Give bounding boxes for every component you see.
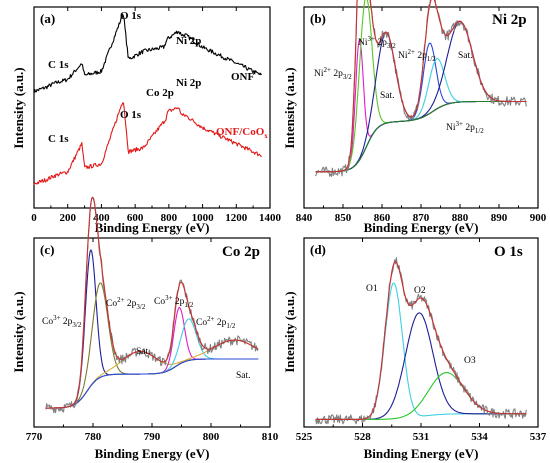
panel-c-tag: (c) xyxy=(40,242,54,257)
x-tick-label: 0 xyxy=(31,212,37,224)
panel-b-xlabel: Binding Energy (eV) xyxy=(364,220,479,235)
x-tick-label: 1000 xyxy=(192,212,215,224)
peak-annotation: Ni3+ 2p1/2 xyxy=(446,120,484,135)
x-tick-label: 600 xyxy=(127,212,144,224)
panel-c-frame xyxy=(33,237,271,428)
x-tick-label: 537 xyxy=(530,431,547,443)
measured-spectrum xyxy=(315,257,527,425)
peak-annotation: Co3+ 2p1/2 xyxy=(154,294,194,309)
panel-b-frame xyxy=(303,6,539,209)
panel-a-frame xyxy=(33,6,271,209)
x-tick-label: 400 xyxy=(93,212,110,224)
peak-annotation: O1 xyxy=(366,284,378,294)
peak-annotation: Co2+ 2p3/2 xyxy=(106,296,146,311)
x-tick-label: 1200 xyxy=(225,212,248,224)
panel-a-tag: (a) xyxy=(40,11,55,26)
x-tick-label: 890 xyxy=(491,212,508,224)
x-tick-label: 800 xyxy=(161,212,178,224)
fit-envelope xyxy=(315,0,527,173)
peak-annotation: Sat. xyxy=(458,51,473,61)
survey-annotation: C 1s xyxy=(48,59,69,71)
fit-background xyxy=(45,358,259,409)
x-tick-label: 528 xyxy=(354,431,371,443)
x-tick-label: 900 xyxy=(530,212,547,224)
fit-component xyxy=(315,282,527,420)
peak-annotation: Co2+ 2p1/2 xyxy=(196,315,236,330)
panel-d-tag: (d) xyxy=(310,242,326,257)
survey-annotation: Ni 2p xyxy=(176,77,201,89)
panel-c-xticks: 770 780 790 800 810 xyxy=(26,238,279,443)
survey-annotation: ONF xyxy=(231,71,255,83)
panel-a-xticks: 0 200 400 600 800 1000 1200 1400 xyxy=(31,7,282,224)
peak-annotation: Co3+ 2p3/2 xyxy=(42,314,82,329)
x-tick-label: 810 xyxy=(262,431,279,443)
peak-annotation: Ni2+ 2p3/2 xyxy=(314,66,352,81)
panel-b-annotations: Ni3+ 2p3/2 Ni2+ 2p3/2 Sat. Ni2+ 2p1/2 Sat. Ni… xyxy=(314,35,484,135)
panel-b-title: Ni 2p xyxy=(492,12,527,28)
fit-envelope xyxy=(45,196,259,409)
peak-annotation: O2 xyxy=(414,286,426,296)
fit-component xyxy=(315,42,527,173)
peak-annotation: Sat. xyxy=(380,91,395,101)
panel-c-curves xyxy=(45,196,259,414)
panel-c-xlabel: Binding Energy (eV) xyxy=(95,446,210,461)
panel-d-ylabel: Intensity (a.u.) xyxy=(282,291,297,372)
x-tick-label: 534 xyxy=(471,431,488,443)
x-tick-label: 200 xyxy=(59,212,76,224)
peak-annotation: Ni2+ 2p1/2 xyxy=(398,48,436,63)
survey-annotation: C 1s xyxy=(48,133,69,145)
peak-annotation: Sat. xyxy=(136,347,151,357)
panel-a-curves xyxy=(33,14,263,186)
panel-c-co2p: (c) Co 2p Binding Energy (eV) Intensity … xyxy=(11,196,279,461)
panel-c-title: Co 2p xyxy=(222,244,260,260)
peak-annotation: Ni3+ 2p3/2 xyxy=(358,35,396,50)
x-tick-label: 531 xyxy=(413,431,430,443)
panel-d-annotations: O1 O2 O3 xyxy=(366,284,476,366)
fit-component xyxy=(45,350,259,409)
panel-a-xlabel: Binding Energy (eV) xyxy=(95,220,210,235)
x-tick-label: 850 xyxy=(335,212,352,224)
panel-d-o1s: (d) O 1s Binding Energy (eV) Intensity (… xyxy=(282,237,547,461)
fit-component xyxy=(315,312,527,420)
fit-component xyxy=(315,21,527,173)
panel-a-survey: (a) Binding Energy (eV) Intensity (a.u.)… xyxy=(11,6,282,235)
survey-annotation: Co 2p xyxy=(146,87,174,99)
peak-annotation: O3 xyxy=(464,356,476,366)
panel-b-ylabel: Intensity (a.u.) xyxy=(282,67,297,148)
panel-b-tag: (b) xyxy=(310,11,326,26)
panel-d-frame xyxy=(303,237,539,428)
x-tick-label: 525 xyxy=(296,431,313,443)
fit-envelope xyxy=(315,261,527,420)
x-tick-label: 770 xyxy=(26,431,43,443)
survey-annotation: O 1s xyxy=(120,109,142,121)
panel-d-xticks: 525 528 531 534 537 xyxy=(296,238,547,443)
panel-a-ylabel: Intensity (a.u.) xyxy=(11,67,26,148)
panel-b-xticks: 840 850 860 870 880 890 900 xyxy=(296,7,547,224)
x-tick-label: 1400 xyxy=(259,212,282,224)
peak-annotation: Sat. xyxy=(236,371,251,381)
x-tick-label: 800 xyxy=(203,431,220,443)
panel-d-xlabel: Binding Energy (eV) xyxy=(364,446,479,461)
panel-b-curves xyxy=(315,0,527,177)
survey-annotation: Ni 2p xyxy=(176,35,201,47)
x-tick-label: 790 xyxy=(144,431,161,443)
panel-c-ylabel: Intensity (a.u.) xyxy=(11,291,26,372)
panel-d-title: O 1s xyxy=(494,244,523,260)
x-tick-label: 870 xyxy=(413,212,430,224)
x-tick-label: 780 xyxy=(85,431,102,443)
panel-b-ni2p: (b) Ni 2p Binding Energy (eV) Intensity … xyxy=(282,0,547,235)
x-tick-label: 840 xyxy=(296,212,313,224)
survey-line-onf xyxy=(33,14,263,94)
fit-component xyxy=(45,282,259,409)
survey-line-onf-coox xyxy=(33,102,262,186)
survey-annotation: O 1s xyxy=(120,10,142,22)
panel-d-curves xyxy=(315,257,527,425)
survey-annotation: ONF/CoOx xyxy=(216,126,268,140)
x-tick-label: 880 xyxy=(452,212,469,224)
x-tick-label: 860 xyxy=(374,212,391,224)
